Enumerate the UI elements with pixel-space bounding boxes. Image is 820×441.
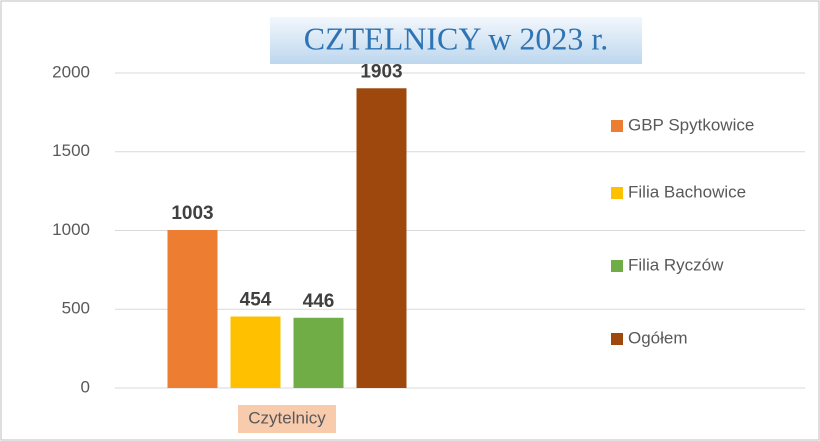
y-tick-label: 500 [62, 299, 90, 318]
data-label: 1003 [171, 203, 213, 224]
legend-label: Ogółem [628, 328, 688, 347]
legend-label: Filia Ryczów [628, 255, 724, 274]
x-tick-label: Czytelnicy [248, 408, 326, 427]
legend-label: GBP Spytkowice [628, 115, 754, 134]
title-box [270, 17, 642, 64]
legend-label: Filia Bachowice [628, 182, 746, 201]
bar [356, 88, 407, 388]
legend-swatch [611, 260, 623, 272]
legend-swatch [611, 187, 623, 199]
y-tick-label: 1500 [52, 141, 90, 160]
y-tick-label: 0 [81, 377, 90, 396]
y-tick-label: 2000 [52, 62, 90, 81]
legend-swatch [611, 120, 623, 132]
data-label: 1903 [360, 61, 402, 82]
bar [230, 316, 281, 388]
chart-title: CZTELNICY w 2023 r. [304, 20, 609, 56]
data-label: 454 [240, 290, 272, 311]
bar [167, 230, 218, 388]
category-label-bg [238, 405, 336, 433]
data-label: 446 [303, 291, 335, 312]
y-tick-label: 1000 [52, 220, 90, 239]
legend-swatch [611, 333, 623, 345]
bar [293, 317, 344, 388]
